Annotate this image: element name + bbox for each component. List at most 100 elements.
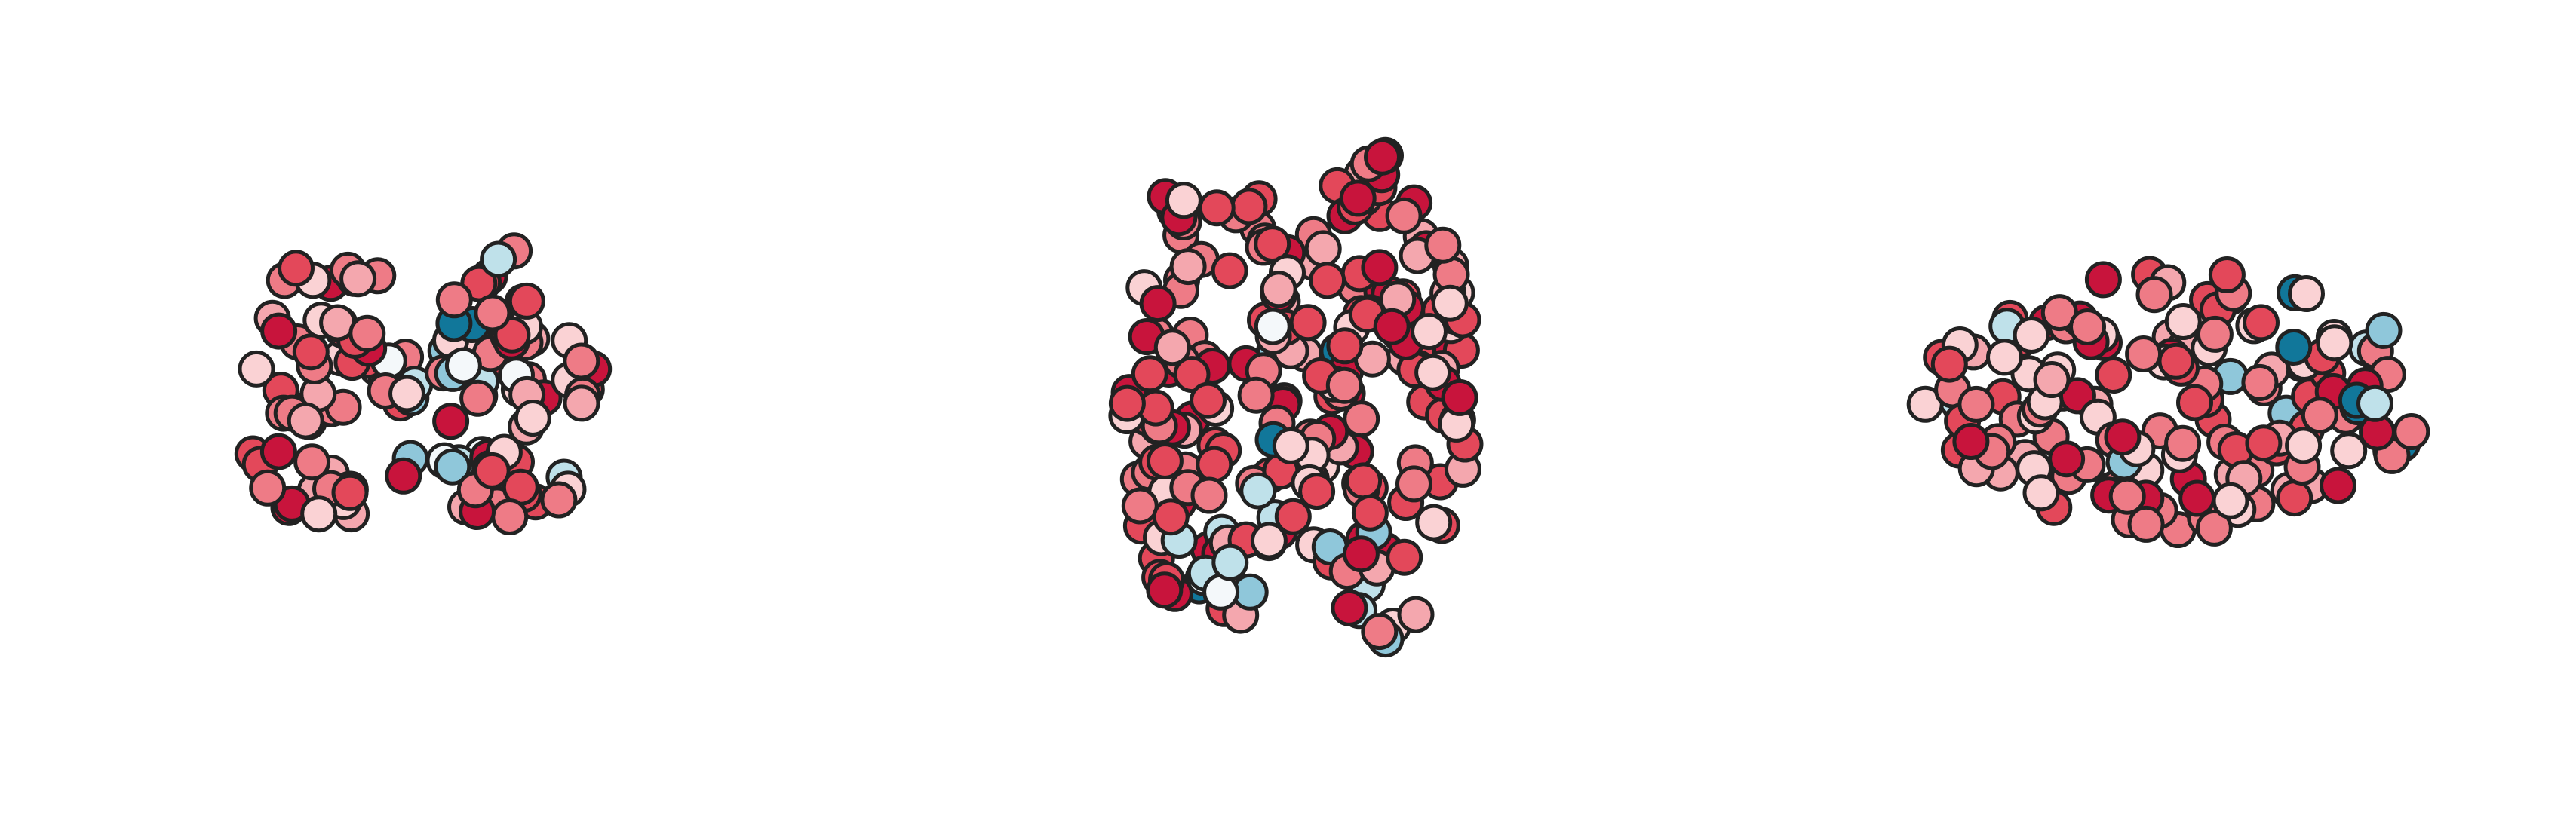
brain-node	[1431, 284, 1469, 322]
brain-node	[563, 384, 600, 422]
brain-node	[1254, 308, 1291, 345]
brain-node	[1986, 339, 2023, 376]
brain-node	[2243, 304, 2280, 342]
brain-node	[1325, 366, 1363, 404]
brain-node	[491, 498, 529, 535]
brain-node	[348, 314, 386, 352]
brain-node	[1441, 378, 1478, 416]
brain-node	[1415, 504, 1453, 541]
brain-node	[1190, 476, 1228, 514]
brain-node	[1361, 249, 1399, 286]
brain-node	[2275, 329, 2313, 366]
brain-node	[1173, 356, 1211, 394]
brain-node	[2208, 256, 2246, 293]
brain-node	[1139, 285, 1177, 323]
brain-node	[1146, 571, 1184, 609]
brain-node	[249, 469, 287, 507]
brain-node	[1146, 443, 1184, 479]
brain-node	[435, 281, 473, 319]
brain-node	[1414, 354, 1452, 391]
brain-node	[1121, 487, 1159, 525]
brain-node	[1289, 304, 1327, 342]
brain-node	[2104, 418, 2142, 456]
brain-node	[459, 379, 497, 417]
brain-node	[1411, 313, 1448, 351]
brain-node	[2176, 384, 2213, 421]
axial-brain-view	[1108, 136, 1484, 658]
brain-node	[1957, 385, 1995, 423]
brain-node	[432, 403, 470, 440]
brain-node	[540, 481, 578, 519]
brain-node	[2135, 276, 2173, 314]
brain-node	[385, 457, 422, 495]
brain-node	[2157, 342, 2195, 380]
brain-node	[434, 448, 471, 486]
brain-node	[1108, 384, 1146, 422]
brain-node	[1211, 544, 1249, 581]
brain-node	[1211, 252, 1248, 289]
brain-node	[1198, 189, 1236, 227]
brain-node	[2196, 315, 2234, 353]
brain-node	[2285, 427, 2323, 464]
brain-node	[1260, 271, 1297, 308]
brain-node	[2178, 479, 2216, 517]
brain-node	[1272, 427, 1309, 464]
brain-node	[1230, 188, 1268, 225]
brain-node	[1385, 197, 1423, 234]
brain-node	[1304, 230, 1342, 268]
brain-node	[1397, 596, 1435, 633]
brain-node	[2301, 397, 2338, 434]
brain-node	[388, 375, 425, 412]
brain-node	[1386, 538, 1423, 576]
brain-node	[2164, 303, 2202, 340]
brain-node	[1351, 494, 1389, 532]
sagittal-brain-view	[1906, 256, 2430, 548]
brain-node	[2241, 363, 2279, 401]
brain-node	[1343, 400, 1380, 438]
brain-node	[1196, 446, 1233, 483]
brain-node	[1152, 498, 1190, 536]
brain-node	[293, 443, 331, 481]
brain-node	[1298, 473, 1336, 510]
brain-node	[1952, 423, 1990, 460]
brain-node	[2095, 357, 2132, 394]
brain-node	[331, 473, 369, 511]
brain-node	[287, 402, 324, 440]
brain-node	[1309, 262, 1346, 299]
brain-node	[292, 333, 330, 371]
brain-node	[238, 350, 275, 388]
brain-node	[2276, 479, 2313, 517]
brain-node	[1274, 498, 1312, 535]
brain-node	[1250, 522, 1288, 559]
brain-node	[2108, 477, 2146, 515]
brain-node	[2125, 335, 2163, 372]
brain-node	[2127, 505, 2165, 543]
brain-node	[2330, 432, 2368, 470]
brain-node	[1930, 345, 1968, 383]
brain-node	[2212, 482, 2249, 519]
brain-node	[514, 400, 551, 437]
brain-node	[2033, 361, 2071, 398]
brain-node	[563, 342, 600, 380]
brain-node	[2316, 324, 2353, 362]
brain-node	[2245, 424, 2283, 462]
brain-node	[444, 347, 482, 384]
brain-node	[2164, 424, 2202, 462]
brain-node	[474, 294, 511, 332]
brain-node	[2393, 413, 2430, 450]
brain-node	[2013, 317, 2050, 354]
brain-node	[1131, 355, 1168, 393]
brain-node	[260, 312, 298, 350]
brain-node	[2365, 311, 2403, 349]
brain-node	[339, 260, 377, 298]
brain-node	[1153, 329, 1191, 366]
brain-node	[1326, 327, 1364, 365]
brain-node	[1254, 225, 1291, 263]
brain-node	[2022, 474, 2060, 512]
brain-node	[2048, 440, 2086, 478]
brain-node	[2288, 275, 2325, 312]
brain-node	[473, 452, 511, 489]
brain-node	[259, 433, 297, 470]
brain-node	[2195, 509, 2233, 547]
